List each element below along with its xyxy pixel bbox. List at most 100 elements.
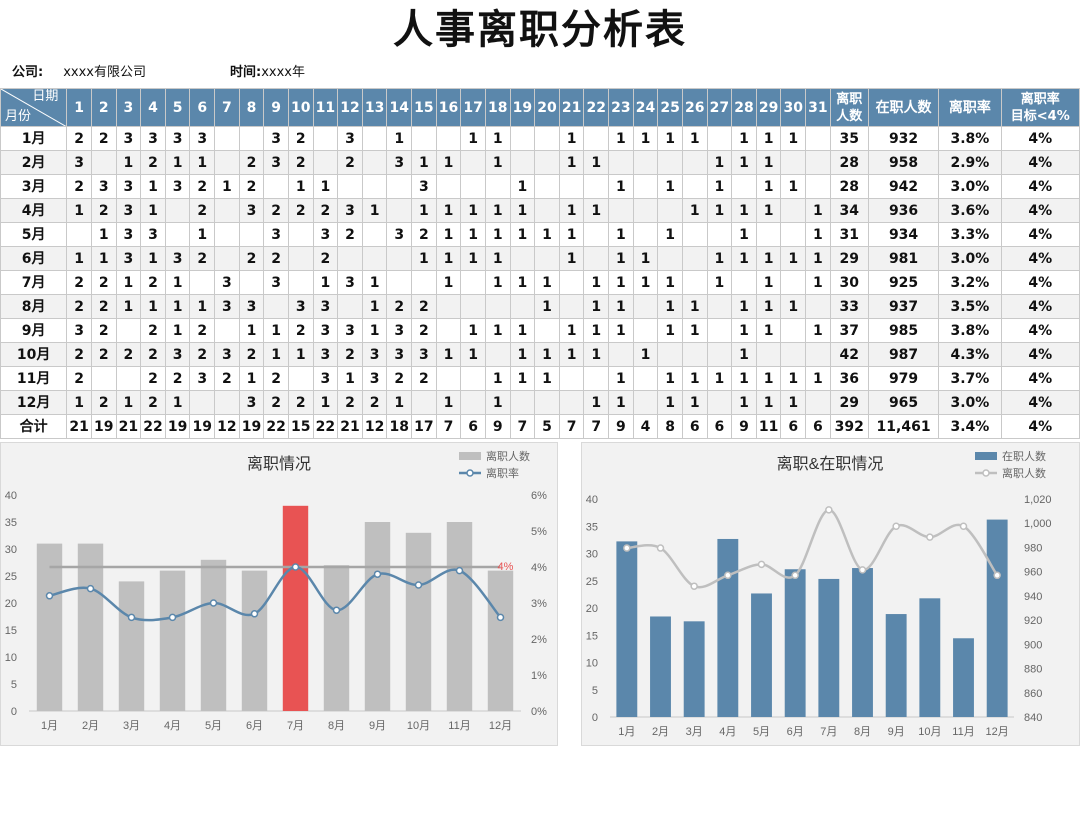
day-cell — [632, 318, 659, 343]
day-cell: 2 — [312, 198, 339, 223]
day-cell: 1 — [681, 294, 708, 319]
day-cell — [534, 246, 560, 271]
month-cell: 10月 — [0, 342, 68, 367]
day-cell — [657, 150, 683, 175]
day-cell — [214, 150, 240, 175]
day-cell — [632, 366, 659, 391]
day-cell — [558, 366, 585, 391]
chart-title: 离职情况 — [247, 455, 311, 473]
day-cell: 1 — [805, 270, 831, 295]
y-left-tick-label: 30 — [5, 544, 17, 556]
bar-2月 — [650, 616, 671, 717]
month-cell: 3月 — [0, 174, 68, 199]
day-cell: 3 — [189, 366, 216, 391]
day-cell: 1 — [238, 366, 265, 391]
y-right-tick-label: 0% — [531, 706, 547, 718]
header-day-24: 24 — [632, 88, 659, 127]
day-cell: 1 — [164, 270, 191, 295]
day-cell: 1 — [460, 126, 486, 151]
day-cell: 3 — [312, 342, 339, 367]
day-cell: 1 — [534, 294, 560, 319]
day-cell: 19 — [238, 414, 265, 439]
day-cell: 1 — [509, 366, 536, 391]
day-cell: 1 — [805, 198, 831, 223]
day-cell: 1 — [583, 390, 610, 415]
day-cell — [534, 198, 560, 223]
day-cell: 1 — [755, 390, 782, 415]
day-cell: 1 — [608, 366, 634, 391]
day-cell: 2 — [287, 150, 314, 175]
line-point-2月 — [656, 544, 665, 552]
day-cell — [435, 294, 462, 319]
day-cell: 2 — [337, 222, 363, 247]
day-cell — [534, 150, 560, 175]
line-point-4月 — [724, 571, 732, 580]
day-cell: 1 — [731, 366, 757, 391]
header-staff-count: 在职人数 — [867, 88, 940, 127]
day-cell: 1 — [583, 294, 610, 319]
day-cell: 1 — [558, 222, 585, 247]
day-cell — [632, 198, 659, 223]
day-cell: 1 — [534, 270, 560, 295]
day-cell: 3 — [411, 342, 437, 367]
day-cell: 3 — [115, 198, 142, 223]
header-corner: 日期 月份 — [0, 88, 68, 127]
day-cell — [706, 222, 733, 247]
day-cell: 1 — [337, 366, 363, 391]
line-point-2月 — [86, 584, 95, 593]
day-cell: 1 — [386, 126, 413, 151]
day-cell: 1 — [632, 126, 659, 151]
day-cell — [484, 294, 511, 319]
bar-7月 — [818, 578, 840, 717]
day-cell — [386, 270, 413, 295]
y-left-tick-label: 5 — [592, 685, 598, 697]
y-right-tick-label: 940 — [1024, 591, 1042, 603]
day-cell — [780, 270, 807, 295]
x-tick-label: 11月 — [952, 726, 974, 738]
day-cell: 3 — [312, 366, 339, 391]
day-cell: 2 — [140, 366, 166, 391]
staff-count-cell: 965 — [867, 390, 940, 415]
y-right-tick-label: 840 — [1024, 712, 1042, 724]
table-row: 5月 1 3 3 1 3 3 2 3 2 1 1 1 1 1 1 1 1 1 1 31 934 3.3% 4% — [0, 222, 1080, 247]
day-cell: 3 — [115, 126, 142, 151]
day-cell — [805, 294, 831, 319]
day-cell: 1 — [90, 222, 117, 247]
staff-count-cell: 987 — [867, 342, 940, 367]
day-cell — [460, 174, 486, 199]
y-right-tick-label: 1,000 — [1024, 518, 1052, 530]
day-cell: 1 — [312, 270, 339, 295]
table-row: 2月 3 1 2 1 1 2 3 2 2 3 1 1 1 1 1 1 1 1 28 958 2.9% 4% — [0, 150, 1080, 175]
legend-line-marker — [982, 469, 990, 477]
day-cell: 21 — [66, 414, 92, 439]
table-row: 8月 2 2 1 1 1 1 3 3 3 3 1 2 2 1 1 1 1 1 1 1 1 33 937 3.5% 4% — [0, 294, 1080, 319]
day-cell: 1 — [780, 366, 807, 391]
day-cell: 1 — [263, 342, 289, 367]
day-cell: 1 — [805, 318, 831, 343]
day-cell: 2 — [90, 198, 117, 223]
day-cell: 2 — [66, 126, 92, 151]
target-rate-cell: 4% — [1000, 198, 1080, 223]
day-cell: 3 — [287, 294, 314, 319]
day-cell: 1 — [115, 150, 142, 175]
day-cell: 2 — [386, 366, 413, 391]
day-cell: 6 — [805, 414, 831, 439]
day-cell — [780, 222, 807, 247]
bar-6月 — [241, 570, 268, 711]
day-cell — [435, 318, 462, 343]
day-cell: 1 — [731, 150, 757, 175]
day-cell — [238, 222, 265, 247]
legend-bar-label: 在职人数 — [1002, 450, 1046, 463]
day-cell: 1 — [140, 294, 166, 319]
day-cell: 1 — [755, 174, 782, 199]
x-tick-label: 7月 — [820, 726, 837, 738]
day-cell: 2 — [189, 174, 216, 199]
day-cell: 1 — [731, 318, 757, 343]
day-cell: 2 — [263, 198, 289, 223]
header-day-20: 20 — [534, 88, 560, 127]
y-left-tick-label: 20 — [586, 603, 598, 615]
day-cell: 3 — [312, 222, 339, 247]
target-label: 4% — [498, 561, 514, 573]
line-point-6月 — [250, 610, 259, 618]
day-cell — [608, 150, 634, 175]
